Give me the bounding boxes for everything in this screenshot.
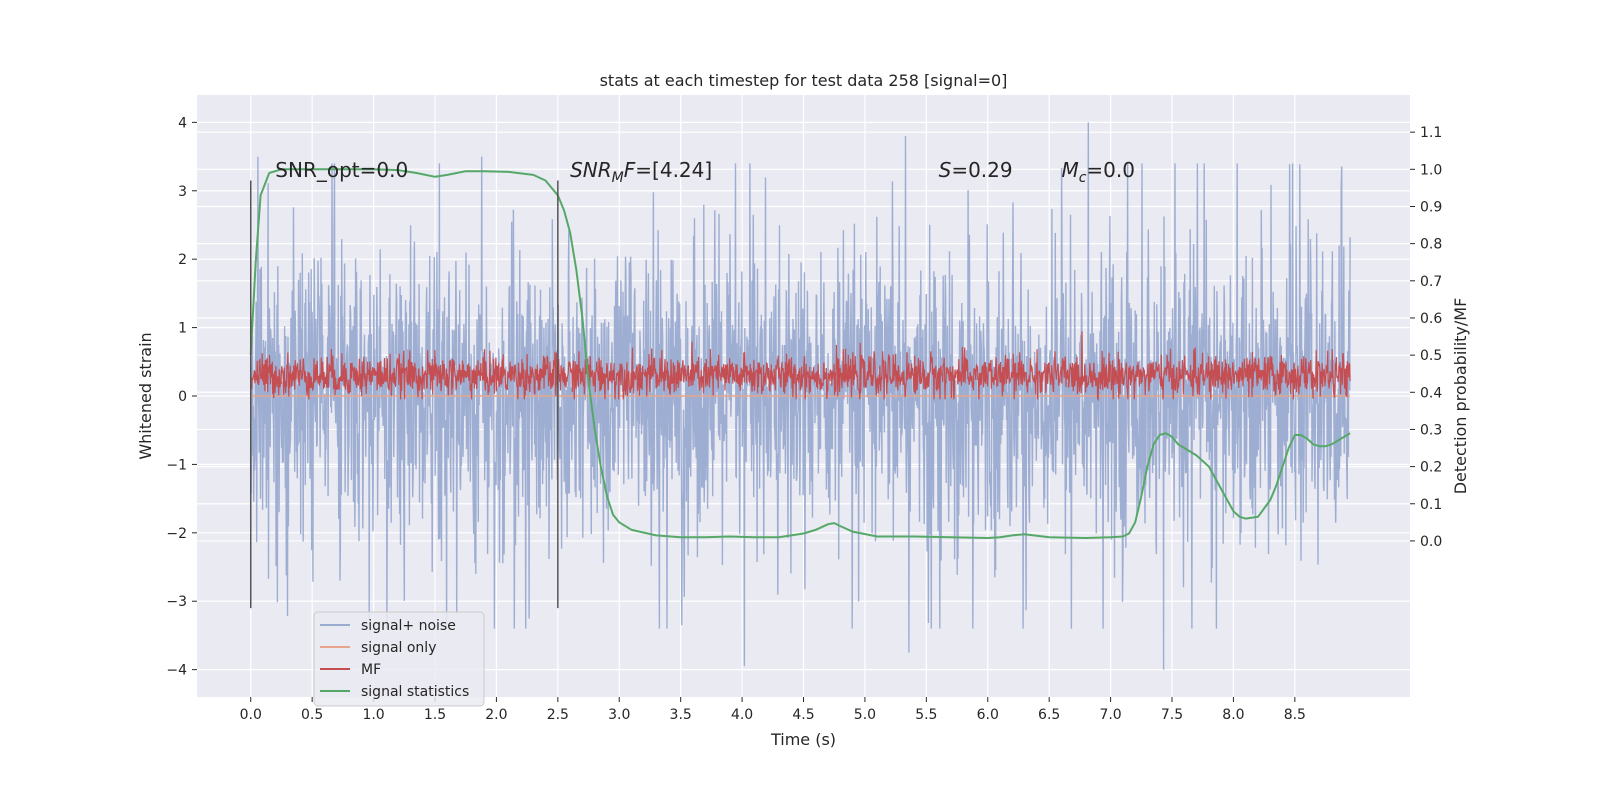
y-axis-right-label: Detection probability/MF [1451,298,1470,495]
x-tick-label: 6.0 [977,707,999,723]
annotation-value: =0.0 [1086,158,1135,182]
x-tick-label: 7.0 [1099,707,1121,723]
annotation-subscript: M [612,170,624,186]
y-right-tick-label: 0.9 [1420,199,1442,215]
annotation: SNR_opt=0.0 [275,158,408,182]
annotation: S=0.29 [939,158,1013,182]
x-tick-label: 6.5 [1038,707,1060,723]
y-tick-label: 1 [178,321,187,337]
y-right-tick-label: 0.8 [1420,237,1442,253]
x-tick-label: 1.5 [424,707,446,723]
x-tick-label: 5.5 [915,707,937,723]
y-right-tick-label: 0.7 [1420,274,1442,290]
series-mf [250,331,1351,402]
y-right-tick-label: 0.2 [1420,460,1442,476]
annotation-value: =0.29 [951,158,1012,182]
annotation-subscript: c [1079,170,1087,186]
legend-label: signal only [361,640,436,656]
series-signal-noise [250,122,1351,670]
y-tick-label: 0 [178,389,187,405]
x-tick-label: 8.5 [1284,707,1306,723]
x-tick-label: 0.5 [301,707,323,723]
x-tick-label: 7.5 [1161,707,1183,723]
y-tick-label: −3 [166,594,187,610]
annotation-symbol: M [1061,158,1078,182]
x-tick-label: 2.0 [485,707,507,723]
x-tick-label: 4.0 [731,707,753,723]
series-layer [249,122,1351,670]
vertical-markers [249,180,559,609]
y-axis-label: Whitened strain [136,332,155,459]
x-tick-label: 0.0 [240,707,262,723]
y-right-tick-label: 0.1 [1420,497,1442,513]
annotation-symbol: F [624,158,636,182]
chart-title: stats at each timestep for test data 258… [600,71,1008,90]
y-right-tick-label: 1.1 [1420,125,1442,141]
annotation-value: =[4.24] [635,158,712,182]
y-tick-label: 4 [178,115,187,131]
y-tick-label: −4 [166,663,187,679]
annotations: SNR_opt=0.0 SNRMF=[4.24] S=0.29 Mc=0.0 [275,158,1135,186]
y-tick-label: −2 [166,526,187,542]
annotation-symbol: S [939,158,952,182]
legend-label: signal+ noise [361,618,456,634]
annotation: SNRMF=[4.24] [570,158,712,186]
y-right-tick-label: 0.3 [1420,422,1442,438]
y-right-tick-label: 0.0 [1420,534,1442,550]
axis-ticks: 0.0 0.5 1.0 1.5 2.0 2.5 3.0 3.5 4.0 4.5 5.0 5.5 6.0 6… [166,115,1442,723]
y-right-tick-label: 1.0 [1420,162,1442,178]
x-tick-label: 1.0 [362,707,384,723]
x-tick-label: 8.0 [1222,707,1244,723]
x-tick-label: 4.5 [792,707,814,723]
x-tick-label: 2.5 [547,707,569,723]
x-tick-label: 3.5 [670,707,692,723]
y-tick-label: 2 [178,252,187,268]
y-right-tick-label: 0.6 [1420,311,1442,327]
y-right-tick-label: 0.5 [1420,348,1442,364]
x-tick-label: 3.0 [608,707,630,723]
y-tick-label: 3 [178,184,187,200]
annotation: Mc=0.0 [1061,158,1135,186]
legend-box [313,611,485,707]
y-right-tick-label: 0.4 [1420,385,1442,401]
y-tick-label: −1 [166,457,187,473]
annotation-symbol: SNR [570,158,612,182]
legend-label: MF [361,662,381,678]
legend: signal+ noise signal only MF signal statist… [313,611,485,707]
legend-label: signal statistics [361,684,469,700]
x-axis-label: Time (s) [770,730,836,749]
x-tick-label: 5.0 [854,707,876,723]
series-signal-statistics [249,168,1351,539]
